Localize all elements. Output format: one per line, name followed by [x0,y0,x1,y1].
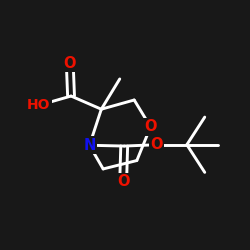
Text: O: O [144,119,157,134]
Text: O: O [117,174,130,189]
Text: N: N [83,138,96,153]
Text: O: O [150,137,163,152]
Text: HO: HO [27,98,51,112]
Text: O: O [64,56,76,71]
